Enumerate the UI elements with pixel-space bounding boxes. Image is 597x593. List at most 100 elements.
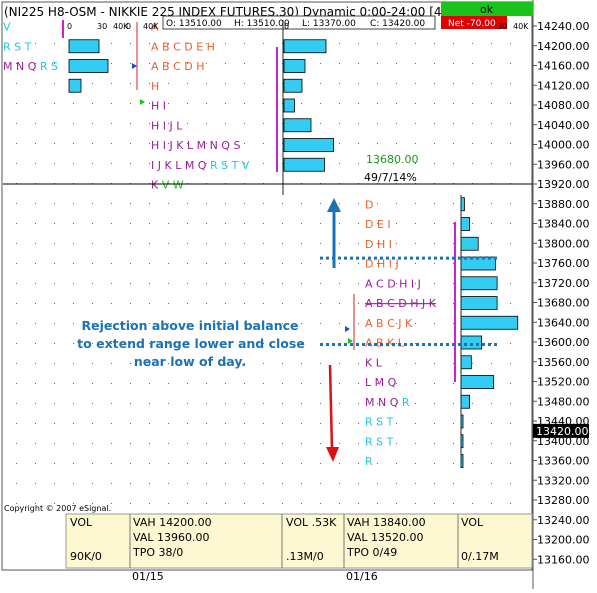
grid-dot (415, 163, 416, 164)
grid-dot (301, 503, 302, 504)
grid-dot (92, 503, 93, 504)
footer-vah-2: VAH 13840.00 (347, 516, 426, 529)
grid-dot (168, 363, 169, 364)
day2-tpo-row: R (365, 455, 373, 468)
grid-dot (244, 83, 245, 84)
price-tick-label: 13960.00 (537, 158, 590, 171)
grid-dot (168, 143, 169, 144)
grid-dot (510, 243, 511, 244)
grid-dot (187, 303, 188, 304)
grid-dot (415, 223, 416, 224)
grid-dot (16, 323, 17, 324)
net-box (441, 16, 507, 29)
grid-dot (225, 423, 226, 424)
grid-dot (396, 403, 397, 404)
grid-dot (396, 123, 397, 124)
grid-dot (377, 283, 378, 284)
grid-dot (111, 323, 112, 324)
date-label-day2: 01/16 (346, 570, 378, 583)
grid-dot (491, 83, 492, 84)
grid-dot (377, 363, 378, 364)
grid-dot (510, 263, 511, 264)
grid-dot (111, 103, 112, 104)
grid-dot (434, 463, 435, 464)
day1-tpo-row: H I J L (151, 119, 183, 132)
grid-dot (206, 443, 207, 444)
volume-scale-tick: 0 (126, 22, 131, 31)
grid-dot (92, 363, 93, 364)
day2-volume-bar (460, 335, 483, 350)
grid-dot (206, 63, 207, 64)
grid-dot (339, 103, 340, 104)
grid-dot (225, 123, 226, 124)
grid-dot (415, 403, 416, 404)
price-tick-label: 13760.00 (537, 257, 590, 270)
grid-dot (225, 163, 226, 164)
grid-dot (35, 383, 36, 384)
day1-tpo-row: H I J K L M N Q S (151, 139, 240, 152)
grid-dot (453, 123, 454, 124)
grid-dot (54, 343, 55, 344)
grid-dot (377, 463, 378, 464)
day2-tpo-row: K L (365, 356, 383, 369)
grid-dot (130, 203, 131, 204)
day1-volume-bar (283, 78, 303, 93)
grid-dot (92, 243, 93, 244)
grid-dot (244, 103, 245, 104)
grid-dot (491, 143, 492, 144)
grid-dot (510, 203, 511, 204)
grid-dot (282, 303, 283, 304)
grid-dot (263, 423, 264, 424)
grid-dot (510, 103, 511, 104)
grid-dot (111, 263, 112, 264)
grid-dot (149, 423, 150, 424)
grid-dot (206, 203, 207, 204)
grid-dot (510, 63, 511, 64)
grid-dot (282, 403, 283, 404)
grid-dot (225, 483, 226, 484)
grid-dot (225, 503, 226, 504)
grid-dot (16, 43, 17, 44)
grid-dot (54, 363, 55, 364)
grid-dot (510, 383, 511, 384)
grid-dot (282, 423, 283, 424)
grid-dot (434, 63, 435, 64)
grid-dot (54, 163, 55, 164)
grid-dot (301, 443, 302, 444)
grid-dot (73, 123, 74, 124)
ok-label: ok (480, 3, 494, 16)
grid-dot (396, 83, 397, 84)
grid-dot (54, 323, 55, 324)
grid-dot (244, 223, 245, 224)
grid-dot (149, 463, 150, 464)
grid-dot (92, 403, 93, 404)
footer-vah-1: VAH 14200.00 (133, 516, 212, 529)
grid-dot (472, 103, 473, 104)
grid-dot (16, 283, 17, 284)
grid-dot (73, 463, 74, 464)
grid-dot (434, 163, 435, 164)
grid-dot (358, 63, 359, 64)
grid-dot (206, 283, 207, 284)
grid-dot (339, 363, 340, 364)
grid-dot (320, 403, 321, 404)
grid-dot (187, 363, 188, 364)
grid-dot (73, 363, 74, 364)
grid-dot (396, 63, 397, 64)
grid-dot (472, 83, 473, 84)
grid-dot (149, 383, 150, 384)
grid-dot (16, 403, 17, 404)
grid-dot (111, 163, 112, 164)
day1-volume-bar (283, 39, 327, 54)
ohlc-close: C: 13420.00 (370, 19, 425, 29)
grid-dot (168, 243, 169, 244)
grid-dot (453, 63, 454, 64)
grid-dot (187, 223, 188, 224)
grid-dot (472, 403, 473, 404)
ok-button[interactable] (441, 2, 533, 16)
grid-dot (434, 43, 435, 44)
footer-vol-value-3: 0/.17M (461, 550, 499, 563)
ohlc-high: H: 13510.00 (234, 19, 290, 29)
grid-dot (35, 223, 36, 224)
grid-dot (16, 263, 17, 264)
